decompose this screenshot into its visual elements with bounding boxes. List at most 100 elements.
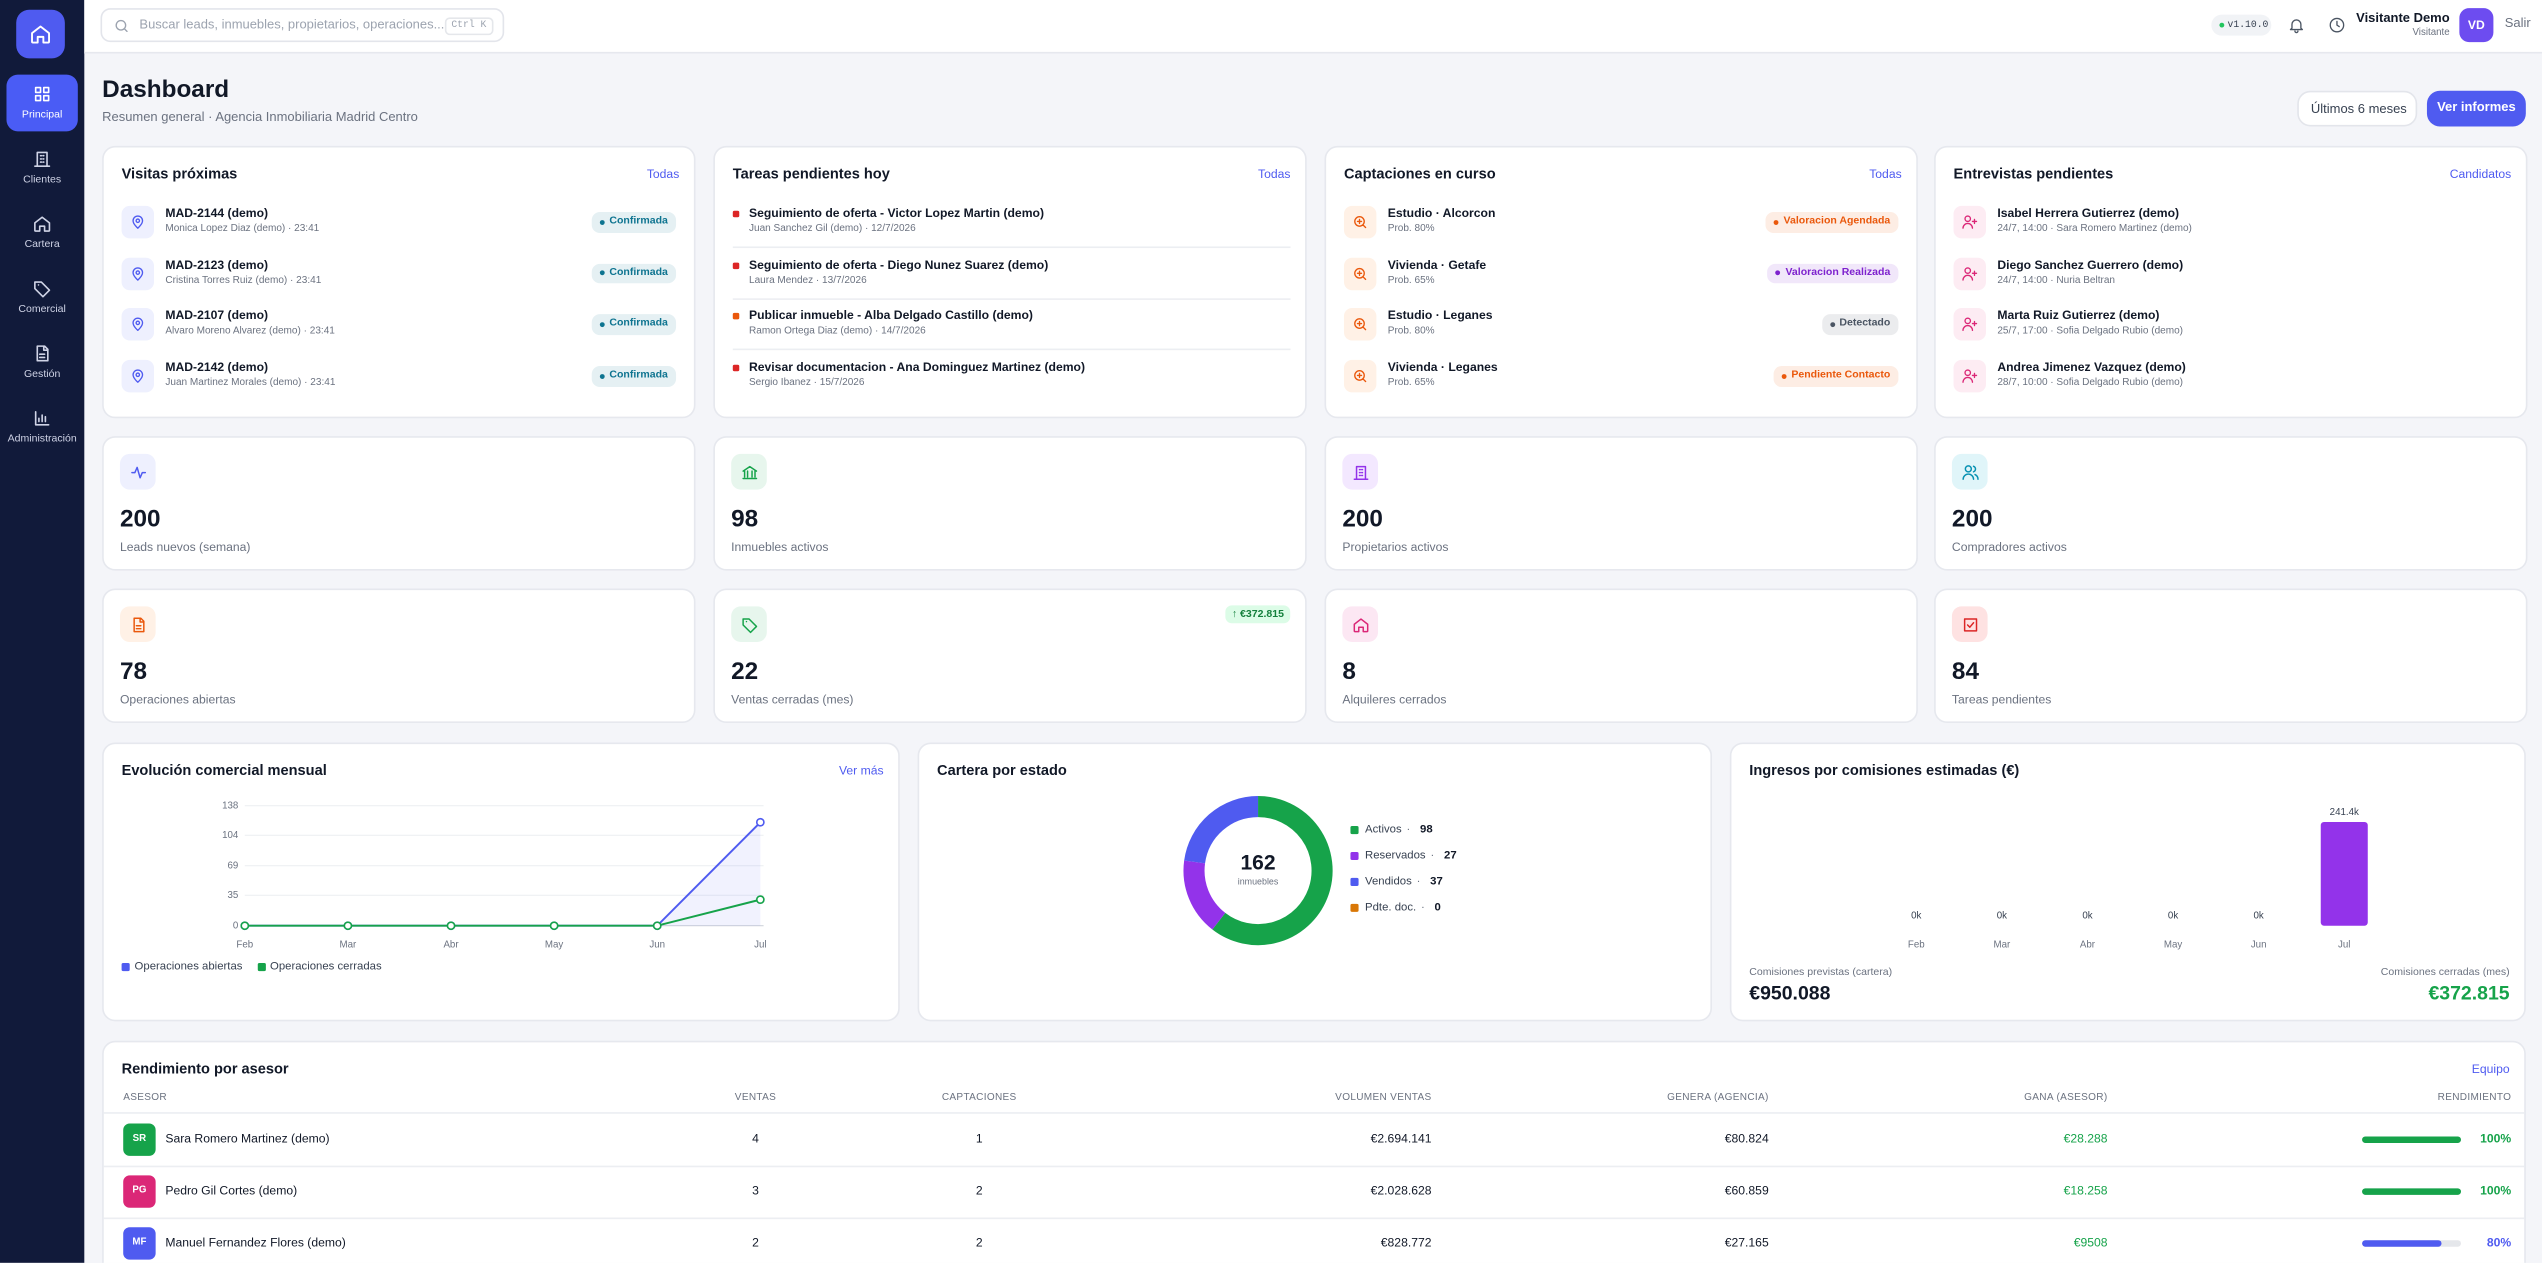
item-title[interactable]: Vivienda · Leganes [1387,359,1498,375]
button-label: Últimos 6 meses [2310,101,2407,117]
legend-separator [1402,824,1416,835]
item-title[interactable]: Andrea Jimenez Vazquez (demo) [1997,359,2186,375]
donut-segment [1184,796,1259,864]
icon[interactable] [2328,16,2346,34]
item-title[interactable]: Vivienda · Getafe [1387,257,1487,272]
item-icon [1953,308,1986,342]
nav-item[interactable]: Comercial [6,269,77,326]
kpi-value: 98 [731,505,759,533]
cell: €27.165 [1724,1235,1769,1250]
item-title[interactable]: Seguimiento de oferta - Victor Lopez Mar… [748,205,1045,221]
kpi-label: Propietarios activos [1342,539,1449,555]
avatar-initials: SR [132,1134,147,1145]
item-subtitle: Prob. 80% [1387,223,1435,235]
period-button[interactable]: Últimos 6 meses [2297,90,2418,127]
panel-link[interactable]: Candidatos [2449,166,2512,182]
icon-path [1354,370,1367,383]
badge-dot [599,322,605,328]
item-title[interactable]: MAD-2142 (demo) [165,359,269,375]
performance-table: Rendimiento por asesor Equipo ASESOR VENTAS… [102,1040,2526,1263]
item-title[interactable]: Seguimiento de oferta - Diego Nunez Suar… [748,257,1049,272]
legend-label: Operaciones cerradas [270,961,382,973]
panel-link[interactable]: Todas [1869,166,1902,182]
item-icon [1343,308,1377,342]
chart-title: Evolución comercial mensual [121,762,327,779]
logout-link[interactable]: Salir [2504,15,2531,31]
list-panel: Captaciones en curso Todas Estudio · Alcor… [1324,145,1918,419]
nav-item[interactable]: Administración [6,399,77,456]
icon [741,617,757,633]
icon-path [36,345,49,362]
bar-value-label: 0k [2082,911,2092,922]
avatar-initials: MF [132,1238,147,1248]
priority-dot [732,210,740,218]
progress-bar [2362,1188,2461,1195]
logo-button[interactable] [16,9,65,59]
kpi-value: 84 [1951,657,1979,686]
icon [1354,370,1367,383]
y-tick-label: 35 [228,890,239,901]
item-title[interactable]: Marta Ruiz Gutierrez (demo) [1997,308,2160,324]
legend-value: 27 [1444,850,1457,862]
report-button[interactable]: Ver informes [2426,90,2526,127]
item-title[interactable]: Estudio · Alcorcon [1387,205,1496,221]
nav-item[interactable]: Principal [6,74,78,132]
icon[interactable] [2288,16,2306,34]
item-title[interactable]: Diego Sanchez Guerrero (demo) [1997,257,2184,272]
kpi-label: Compradores activos [1951,539,2067,555]
item-title[interactable]: Isabel Herrera Gutierrez (demo) [1997,205,2180,221]
cell: €2.028.628 [1370,1183,1432,1198]
badge-dot [1775,271,1781,276]
legend-swatch [257,962,266,972]
panel-title: Visitas próximas [121,165,238,182]
nav-label: Comercial [18,303,66,316]
x-tick-label: Abr [443,940,459,951]
footer-label: Comisiones previstas (cartera) [1749,966,1893,979]
item-title[interactable]: MAD-2144 (demo) [165,205,269,221]
cell: 2 [975,1235,983,1250]
icon-path [2289,19,2304,34]
legend-item: Operaciones cerradas [257,961,382,973]
icon [1963,617,1977,631]
kpi-icon [731,453,767,490]
chart-link[interactable]: Ver más [838,763,884,778]
nav-item[interactable]: Cartera [6,204,77,261]
x-tick-label: Abr [2080,940,2096,951]
y-tick-label: 104 [222,830,239,841]
user-name: Visitante Demo [2356,10,2450,26]
item-title[interactable]: Publicar inmueble - Alba Delgado Castill… [748,308,1033,324]
item-title[interactable]: Estudio · Leganes [1387,308,1493,324]
legend-separator [1426,850,1440,861]
legend-swatch [121,962,130,972]
advisor-name: Pedro Gil Cortes (demo) [165,1183,298,1198]
nav-item[interactable]: Clientes [6,139,77,196]
cell: 4 [752,1131,759,1146]
cell: €28.288 [2063,1131,2108,1146]
kpi-label: Tareas pendientes [1951,692,2052,707]
priority-dot [732,364,740,372]
item-icon [1953,360,1986,393]
x-tick-label: Feb [1908,940,1925,951]
legend-label: Operaciones abiertas [134,961,243,973]
panel-link[interactable]: Todas [646,166,680,182]
x-tick-label: Jun [2251,940,2267,951]
item-title[interactable]: MAD-2123 (demo) [165,257,269,272]
icon [1352,465,1368,480]
progress-bar [2362,1240,2442,1247]
panel-link[interactable]: Todas [1258,166,1291,182]
icon-path [1354,267,1367,280]
status-dot [2219,22,2225,28]
item-title[interactable]: Revisar documentacion - Ana Dominguez Ma… [748,359,1085,375]
series-point [240,921,250,931]
table-title: Rendimiento por asesor [121,1060,289,1077]
donut-center-label: inmuebles [1238,876,1279,886]
item-title[interactable]: MAD-2107 (demo) [165,308,269,324]
search-box[interactable]: Buscar leads, inmuebles, propietarios, o… [100,8,505,43]
table-link[interactable]: Equipo [2471,1061,2510,1077]
nav-item[interactable]: Gestión [6,334,77,391]
y-tick-label: 138 [222,800,238,811]
cell: €18.258 [2063,1183,2108,1198]
icon-path [115,19,128,33]
